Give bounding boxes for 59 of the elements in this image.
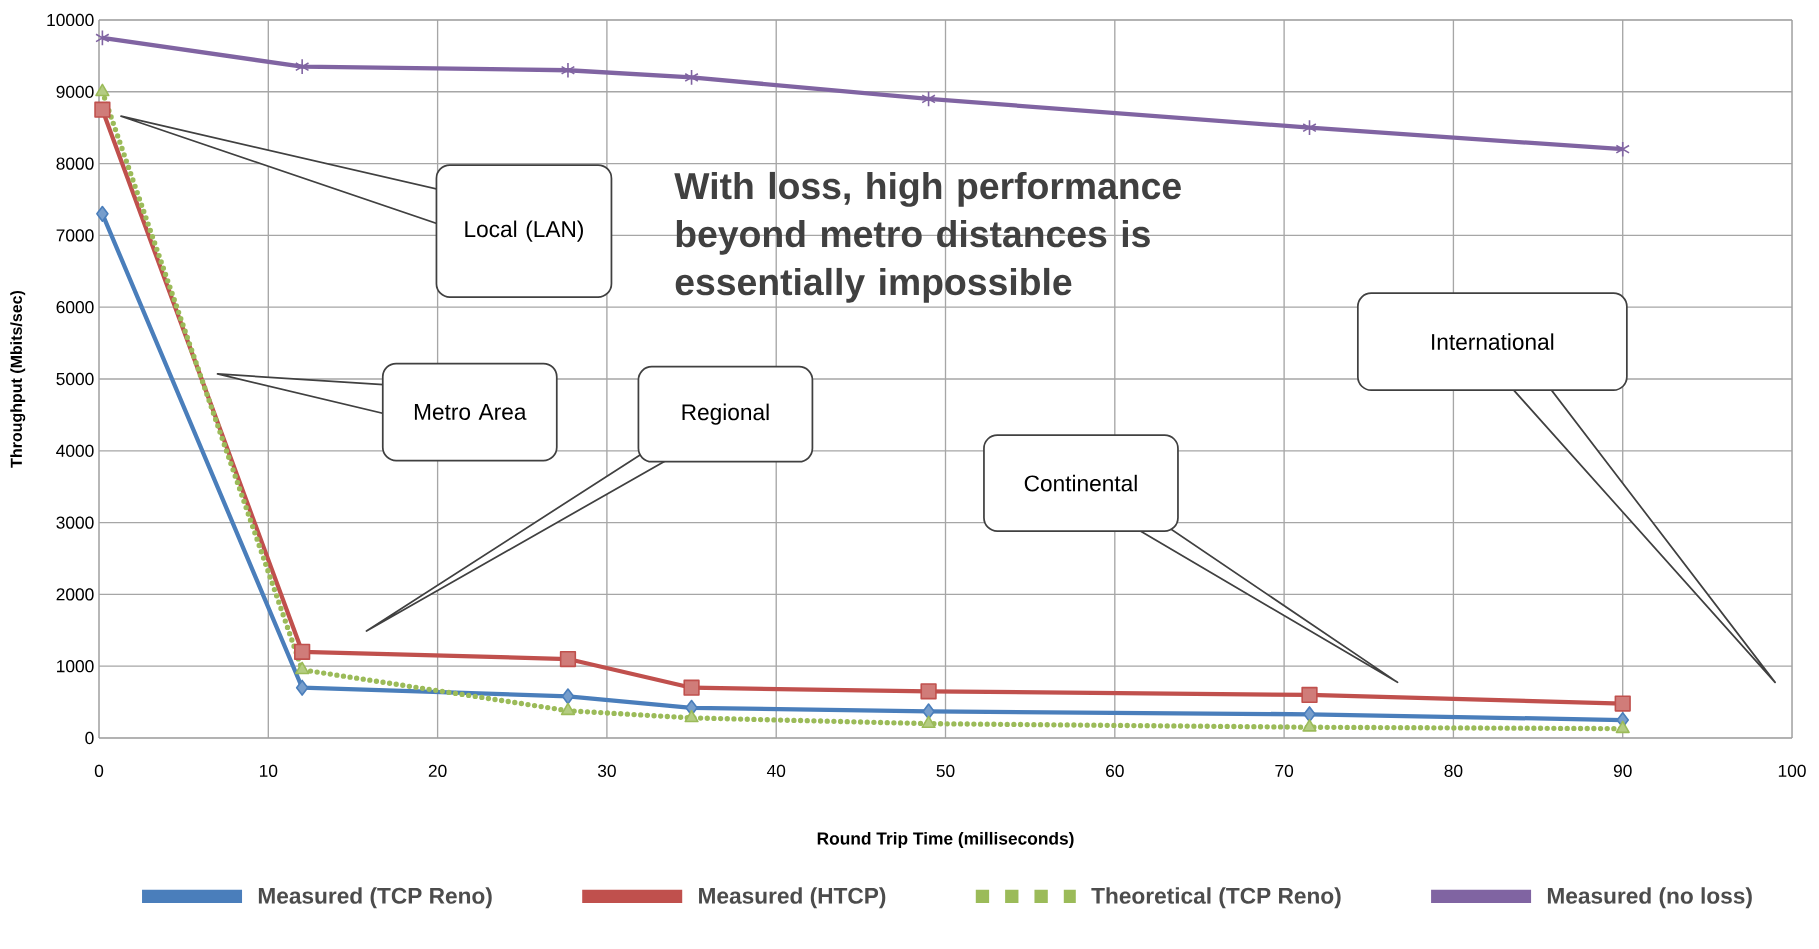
point: [1302, 719, 1317, 732]
x-tick-label: 30: [597, 764, 616, 777]
annotation: Local (LAN): [465, 220, 583, 242]
point: [95, 29, 110, 47]
x-tick-label: 40: [766, 764, 786, 777]
point: [559, 650, 577, 668]
y-tick-label: 8000: [56, 157, 94, 170]
y-tick-label: 2000: [56, 588, 94, 601]
point: [1615, 141, 1630, 158]
point: [1301, 686, 1318, 704]
point: [920, 683, 937, 700]
x-tick-label: 0: [94, 764, 104, 777]
y-tick-label: 7000: [56, 229, 94, 242]
point: [1615, 720, 1630, 734]
point: [922, 703, 935, 720]
y-tick-label: 0: [85, 731, 94, 745]
point: [683, 679, 700, 696]
y-tick-label: 4000: [56, 444, 94, 457]
y-tick-label: 5000: [56, 372, 94, 386]
point: [560, 62, 576, 79]
annotation: Metro Area: [414, 404, 527, 420]
point: [561, 688, 575, 705]
point: [94, 101, 111, 118]
x-tick-label: 90: [1613, 764, 1632, 777]
point: [295, 58, 310, 75]
annotation: Continental: [1024, 474, 1137, 492]
x-tick-label: 20: [428, 764, 447, 777]
y-axis-title: Throughput (Mbits/sec): [10, 290, 26, 468]
point: [684, 709, 699, 723]
legend-label: Measured (no loss): [1547, 887, 1752, 909]
point: [96, 205, 109, 222]
x-tick-label: 100: [1778, 764, 1806, 777]
legend-label: Measured (HTCP): [699, 887, 886, 909]
x-tick-label: 10: [259, 764, 278, 777]
point: [1303, 706, 1316, 723]
y-tick-label: 10000: [47, 13, 94, 27]
legend-label: Measured (TCP Reno): [258, 887, 492, 909]
point: [294, 643, 311, 660]
y-tick-label: 6000: [56, 301, 94, 314]
x-tick-label: 60: [1106, 764, 1124, 777]
point: [560, 702, 576, 716]
y-tick-label: 9000: [56, 85, 94, 98]
legend-label: Theoretical (TCP Reno): [1091, 887, 1341, 909]
point: [295, 661, 310, 675]
annotation: Regional: [682, 403, 769, 425]
point: [295, 679, 309, 696]
point: [921, 715, 936, 729]
point: [921, 90, 936, 108]
x-tick-label: 50: [936, 764, 955, 777]
annotation: International: [1432, 333, 1554, 350]
y-tick-label: 1000: [57, 660, 94, 673]
y-tick-label: 3000: [56, 516, 94, 529]
point: [684, 69, 699, 86]
x-axis-title: Round Trip Time (milliseconds): [817, 831, 1074, 849]
point: [1302, 119, 1317, 136]
annotation: With loss, high performance beyond metro distances is essentially impossible: [674, 171, 1181, 303]
x-tick-label: 80: [1444, 764, 1463, 777]
x-tick-label: 70: [1275, 764, 1294, 777]
point: [1614, 695, 1631, 712]
